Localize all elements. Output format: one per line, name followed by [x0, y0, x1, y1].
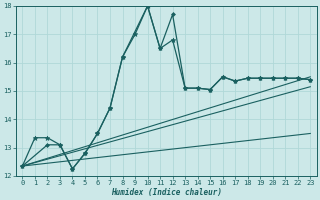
X-axis label: Humidex (Indice chaleur): Humidex (Indice chaleur) [111, 188, 222, 197]
